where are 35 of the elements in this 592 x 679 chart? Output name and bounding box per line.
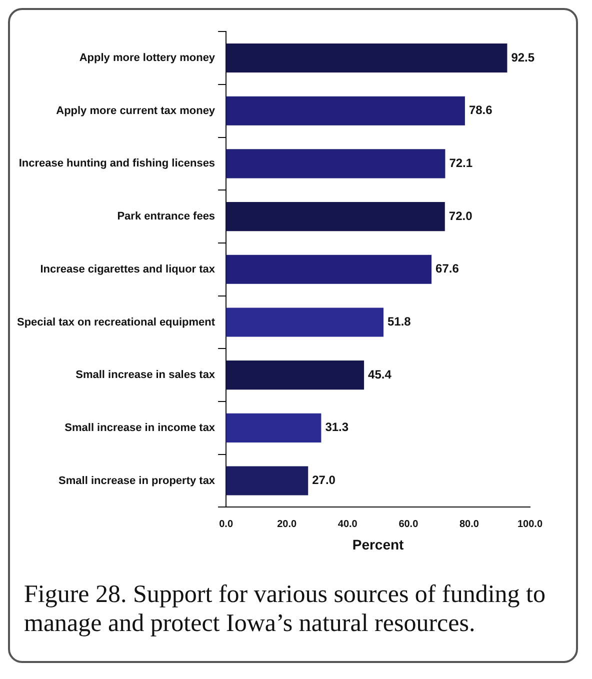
x-tick-label: 100.0 (517, 518, 543, 530)
y-tick-label: Increase hunting and fishing licenses (18, 158, 216, 170)
data-label: 78.6 (468, 103, 493, 118)
bar (226, 413, 322, 442)
data-label: 67.6 (436, 262, 460, 276)
x-tick-label: 60.0 (398, 518, 419, 530)
data-label: 27.0 (312, 473, 336, 488)
y-tick-label: Small increase in sales tax (76, 369, 216, 382)
bar (226, 360, 364, 390)
data-label: 72.0 (448, 208, 473, 223)
y-tick-label: Increase cigarettes and liquor tax (40, 263, 216, 276)
x-axis-title: Percent (352, 536, 404, 552)
data-label: 45.4 (368, 367, 392, 382)
bar (226, 466, 308, 496)
x-tick-label: 40.0 (338, 518, 358, 530)
x-tick-label: 20.0 (277, 518, 298, 530)
data-label: 72.1 (449, 156, 473, 170)
bar (226, 96, 465, 126)
bar (226, 202, 445, 232)
bar (226, 43, 508, 73)
caption: Figure 28. Support for various sources of funding to manage and protect Iowa’s natural resources. (23, 580, 546, 638)
y-tick-label: Apply more current tax money (56, 104, 216, 117)
data-label: 31.3 (325, 420, 349, 434)
y-tick-label: Small increase in income tax (64, 422, 216, 434)
bar (226, 254, 432, 284)
x-tick-label: 0.0 (219, 518, 234, 530)
x-tick-label: 80.0 (459, 518, 480, 530)
y-tick-label: Apply more lottery money (79, 52, 216, 64)
y-tick-label: Park entrance fees (117, 210, 216, 223)
y-tick-label: Small increase in property tax (58, 474, 216, 487)
data-label: 51.8 (388, 314, 412, 329)
bar (226, 149, 446, 178)
data-label: 92.5 (511, 50, 535, 64)
y-tick-label: Special tax on recreational equipment (16, 316, 216, 328)
bar (226, 308, 384, 337)
